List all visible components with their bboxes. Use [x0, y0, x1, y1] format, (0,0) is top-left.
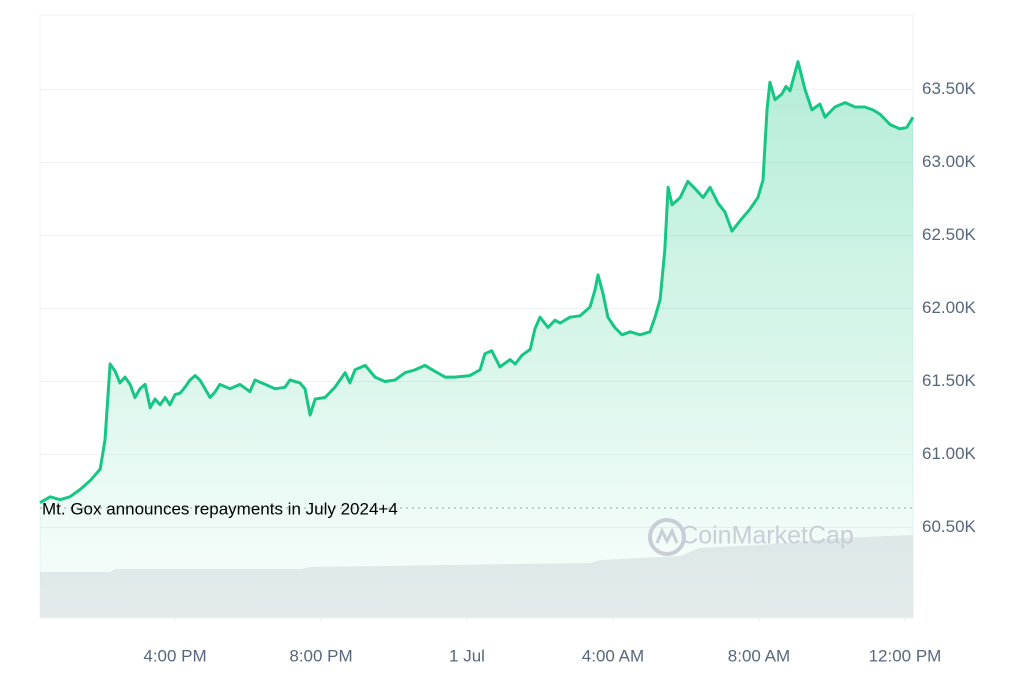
- area-layer: [39, 60, 915, 618]
- area-fill: [40, 61, 913, 618]
- y-tick-label: 62.50K: [922, 225, 977, 244]
- y-tick-label: 63.50K: [922, 79, 977, 98]
- x-tick-label: 8:00 AM: [728, 646, 790, 665]
- x-tick-label: 4:00 PM: [143, 646, 206, 665]
- y-tick-label: 62.00K: [922, 298, 977, 317]
- y-tick-label: 60.50K: [922, 517, 977, 536]
- x-tick-label: 12:00 PM: [869, 646, 942, 665]
- x-tick-label: 8:00 PM: [289, 646, 352, 665]
- annotation: Mt. Gox announces repayments in July 202…: [42, 499, 398, 518]
- y-tick-label: 61.00K: [922, 444, 977, 463]
- x-tick-label: 1 Jul: [449, 646, 485, 665]
- y-tick-label: 63.00K: [922, 152, 977, 171]
- watermark-logo: [648, 518, 686, 556]
- price-line: [39, 60, 915, 504]
- y-tick-label: 61.50K: [922, 371, 977, 390]
- ticks: 60.50K 61.00K 61.50K 62.00K 62.50K 63.00K 63.5…: [143, 79, 976, 666]
- watermark: CoinMarketCap: [680, 522, 854, 550]
- x-tick-label: 4:00 AM: [582, 646, 644, 665]
